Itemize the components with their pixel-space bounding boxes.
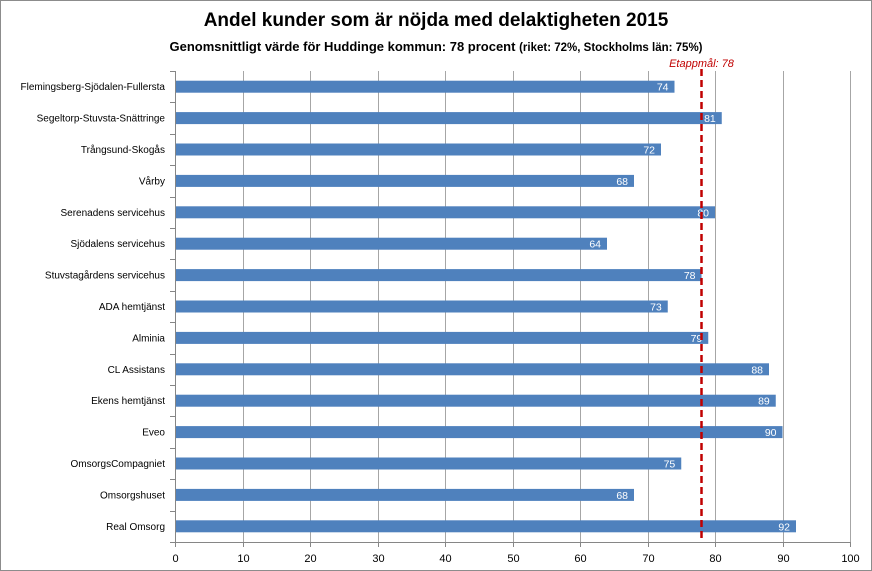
category-label: Trångsund-Skogås	[81, 144, 165, 156]
category-label: Real Omsorg	[106, 522, 165, 533]
bar	[176, 488, 634, 501]
x-tick-label: 0	[172, 553, 178, 565]
bar	[176, 426, 783, 439]
chart-subtitle-note: (riket: 72%, Stockholms län: 75%)	[519, 42, 703, 54]
x-tick-label: 70	[642, 553, 654, 565]
data-label: 74	[657, 82, 669, 94]
category-label: Alminia	[132, 333, 165, 344]
data-label: 89	[758, 396, 770, 408]
x-tick-label: 60	[574, 553, 586, 565]
bar	[176, 206, 715, 219]
chart-subtitle-main: Genomsnittligt värde för Huddinge kommun…	[169, 39, 516, 54]
category-label: Flemingsberg-Sjödalen-Fullersta	[20, 82, 165, 93]
category-label: ADA hemtjänst	[99, 302, 165, 313]
data-label: 78	[684, 270, 696, 282]
category-label: OmsorgsCompagniet	[71, 459, 166, 470]
data-label: 64	[589, 239, 601, 251]
x-tick-label: 40	[439, 553, 451, 565]
category-label: Stuvstagårdens servicehus	[45, 270, 165, 282]
data-label: 92	[778, 521, 790, 533]
data-label: 75	[664, 459, 676, 471]
category-label: Segeltorp-Stuvsta-Snättringe	[37, 114, 166, 125]
category-label: Vårby	[139, 175, 165, 187]
bar	[176, 300, 668, 313]
bar	[176, 143, 661, 156]
data-label: 90	[765, 427, 777, 439]
bar	[176, 269, 702, 282]
x-tick-label: 30	[372, 553, 384, 565]
x-tick-label: 100	[841, 553, 859, 565]
x-tick-label: 20	[304, 553, 316, 565]
x-tick-label: 80	[709, 553, 721, 565]
data-label: 88	[751, 364, 763, 376]
bar	[176, 520, 796, 533]
category-label: Omsorgshuset	[100, 490, 165, 501]
category-label: Serenadens servicehus	[60, 208, 165, 219]
category-label: Ekens hemtjänst	[91, 396, 165, 407]
category-label: Eveo	[142, 428, 165, 439]
category-label: CL Assistans	[108, 365, 165, 376]
bar	[176, 363, 769, 376]
data-label: 80	[697, 207, 709, 219]
bar	[176, 112, 722, 125]
x-tick-label: 90	[777, 553, 789, 565]
bar	[176, 237, 607, 250]
data-label: 72	[643, 145, 655, 157]
category-label: Sjödalens servicehus	[71, 239, 166, 250]
data-label: 68	[616, 176, 628, 188]
bar	[176, 394, 776, 407]
data-label: 81	[704, 113, 716, 125]
chart-subtitle: Genomsnittligt värde för Huddinge kommun…	[1, 39, 871, 54]
data-label: 73	[650, 302, 662, 314]
target-line-label: Etappmål: 78	[669, 58, 735, 70]
x-tick-label: 10	[237, 553, 249, 565]
chart-title: Andel kunder som är nöjda med delaktighe…	[203, 10, 669, 31]
bar	[176, 457, 682, 470]
bar	[176, 331, 709, 344]
bar	[176, 80, 675, 93]
data-label: 68	[616, 490, 628, 502]
x-tick-label: 50	[507, 553, 519, 565]
data-label: 79	[691, 333, 703, 345]
bar	[176, 174, 634, 187]
